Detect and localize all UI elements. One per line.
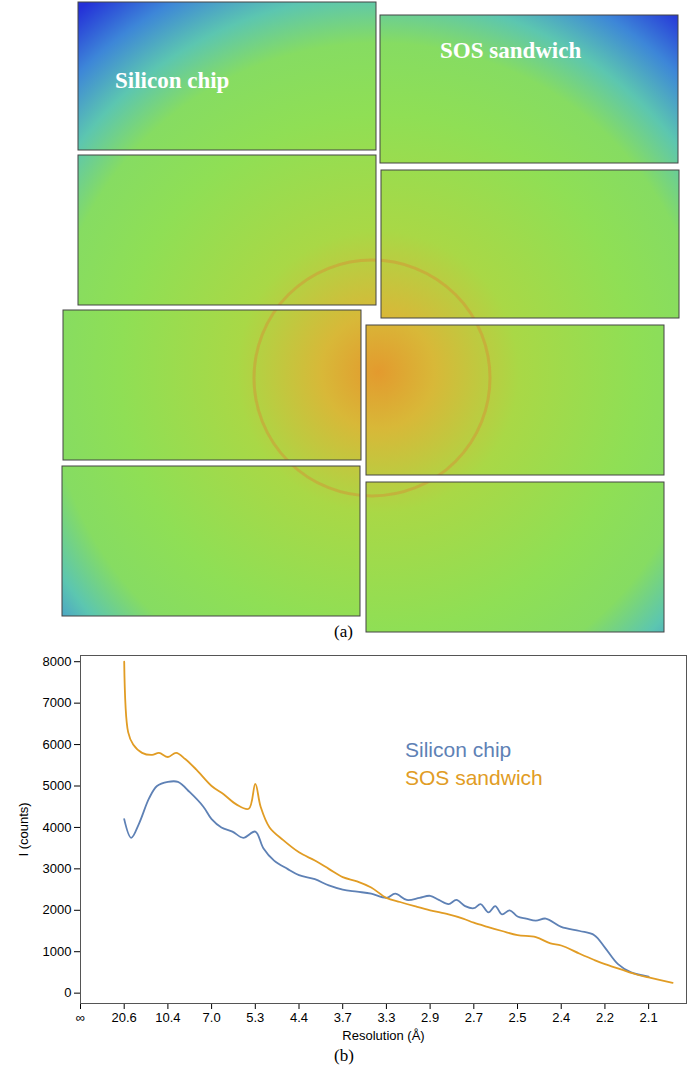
svg-text:3.7: 3.7 bbox=[334, 1010, 352, 1025]
svg-text:5.3: 5.3 bbox=[246, 1010, 264, 1025]
svg-text:1000: 1000 bbox=[43, 944, 72, 959]
svg-text:Resolution (Å): Resolution (Å) bbox=[342, 1028, 424, 1043]
svg-text:2.4: 2.4 bbox=[552, 1010, 570, 1025]
svg-text:Silicon chip: Silicon chip bbox=[115, 68, 229, 93]
svg-text:7.0: 7.0 bbox=[203, 1010, 221, 1025]
svg-text:2.2: 2.2 bbox=[596, 1010, 614, 1025]
svg-text:2.7: 2.7 bbox=[465, 1010, 483, 1025]
svg-text:2.1: 2.1 bbox=[640, 1010, 658, 1025]
svg-text:2000: 2000 bbox=[43, 902, 72, 917]
svg-text:5000: 5000 bbox=[43, 778, 72, 793]
svg-text:2.5: 2.5 bbox=[508, 1010, 526, 1025]
svg-text:3.3: 3.3 bbox=[377, 1010, 395, 1025]
svg-text:2.9: 2.9 bbox=[421, 1010, 439, 1025]
svg-text:10.4: 10.4 bbox=[155, 1010, 180, 1025]
svg-text:0: 0 bbox=[64, 985, 71, 1000]
svg-text:8000: 8000 bbox=[43, 654, 72, 669]
svg-text:∞: ∞ bbox=[76, 1010, 85, 1025]
svg-text:4.4: 4.4 bbox=[290, 1010, 308, 1025]
svg-text:4000: 4000 bbox=[43, 820, 72, 835]
svg-text:3000: 3000 bbox=[43, 861, 72, 876]
svg-text:6000: 6000 bbox=[43, 737, 72, 752]
svg-text:SOS sandwich: SOS sandwich bbox=[440, 38, 581, 63]
html-text:Silicon chip: Silicon chip bbox=[405, 738, 512, 761]
svg-text:I (counts): I (counts) bbox=[16, 802, 31, 856]
svg-text:7000: 7000 bbox=[43, 695, 72, 710]
html-text:(a): (a) bbox=[334, 622, 353, 641]
html-text:SOS sandwich: SOS sandwich bbox=[405, 766, 543, 789]
svg-text:20.6: 20.6 bbox=[112, 1010, 137, 1025]
html-text:(b): (b) bbox=[334, 1046, 354, 1065]
